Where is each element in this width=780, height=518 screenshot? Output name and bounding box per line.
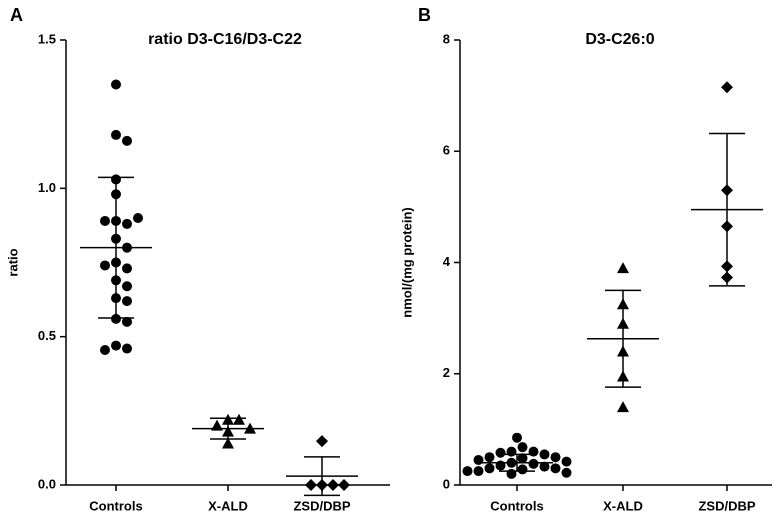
data-point <box>122 218 132 229</box>
sd-bar <box>304 456 340 497</box>
data-point <box>122 316 132 327</box>
data-point <box>462 466 473 477</box>
chart-title: D3-C26:0 <box>585 31 654 48</box>
data-point <box>495 447 506 458</box>
data-point <box>122 135 132 146</box>
data-point <box>338 479 350 491</box>
data-point <box>122 263 132 274</box>
sd-bar <box>499 453 535 472</box>
y-tick-label: 0.0 <box>38 476 56 491</box>
y-axis-label: ratio <box>5 248 20 276</box>
data-point <box>550 452 561 463</box>
data-point <box>539 449 550 460</box>
panel-label: A <box>10 5 23 25</box>
data-point <box>222 437 234 449</box>
data-point <box>517 453 528 464</box>
sd-bar <box>709 132 745 287</box>
x-tick-label: X-ALD <box>603 498 643 513</box>
y-tick-label: 8 <box>443 31 450 46</box>
data-point <box>122 281 132 292</box>
y-tick-label: 4 <box>443 254 451 269</box>
data-point <box>484 463 495 474</box>
x-tick-label: ZSD/DBP <box>698 498 755 513</box>
sd-bar <box>605 289 641 388</box>
data-point <box>111 313 121 324</box>
data-point <box>561 467 572 478</box>
y-tick-label: 0 <box>443 476 450 491</box>
data-point <box>233 413 245 425</box>
y-axis-label: nmol/(mg protein) <box>399 207 414 318</box>
y-tick-label: 1.5 <box>38 31 56 46</box>
data-point <box>100 345 110 356</box>
data-point <box>517 464 528 475</box>
data-point <box>133 213 143 223</box>
x-tick-label: X-ALD <box>208 498 248 513</box>
data-point <box>100 260 110 271</box>
chart-title: ratio D3-C16/D3-C22 <box>148 31 302 48</box>
x-tick-label: Controls <box>89 498 142 513</box>
data-point <box>327 479 339 491</box>
data-point <box>617 262 629 274</box>
data-point <box>122 296 132 307</box>
sd-bar <box>98 176 134 319</box>
data-point <box>512 432 522 443</box>
data-point <box>100 215 110 226</box>
data-point <box>122 343 132 354</box>
data-point <box>316 435 328 448</box>
data-point <box>111 340 121 351</box>
y-tick-label: 2 <box>443 365 450 380</box>
data-point <box>539 461 550 472</box>
data-point <box>473 466 484 477</box>
data-point <box>517 442 528 453</box>
data-point <box>561 456 572 467</box>
data-point <box>305 479 317 491</box>
data-point <box>484 452 495 463</box>
y-tick-label: 6 <box>443 143 450 158</box>
sd-bar <box>210 417 246 440</box>
data-point <box>111 79 121 90</box>
data-point <box>528 458 539 469</box>
x-tick-label: Controls <box>490 498 543 513</box>
x-tick-label: ZSD/DBP <box>293 498 350 513</box>
data-point <box>550 463 561 474</box>
y-tick-label: 1.0 <box>38 180 56 195</box>
panel-label: B <box>418 5 431 25</box>
y-tick-label: 0.5 <box>38 328 56 343</box>
data-point <box>617 401 629 413</box>
data-point <box>111 129 121 140</box>
data-point <box>721 81 733 94</box>
